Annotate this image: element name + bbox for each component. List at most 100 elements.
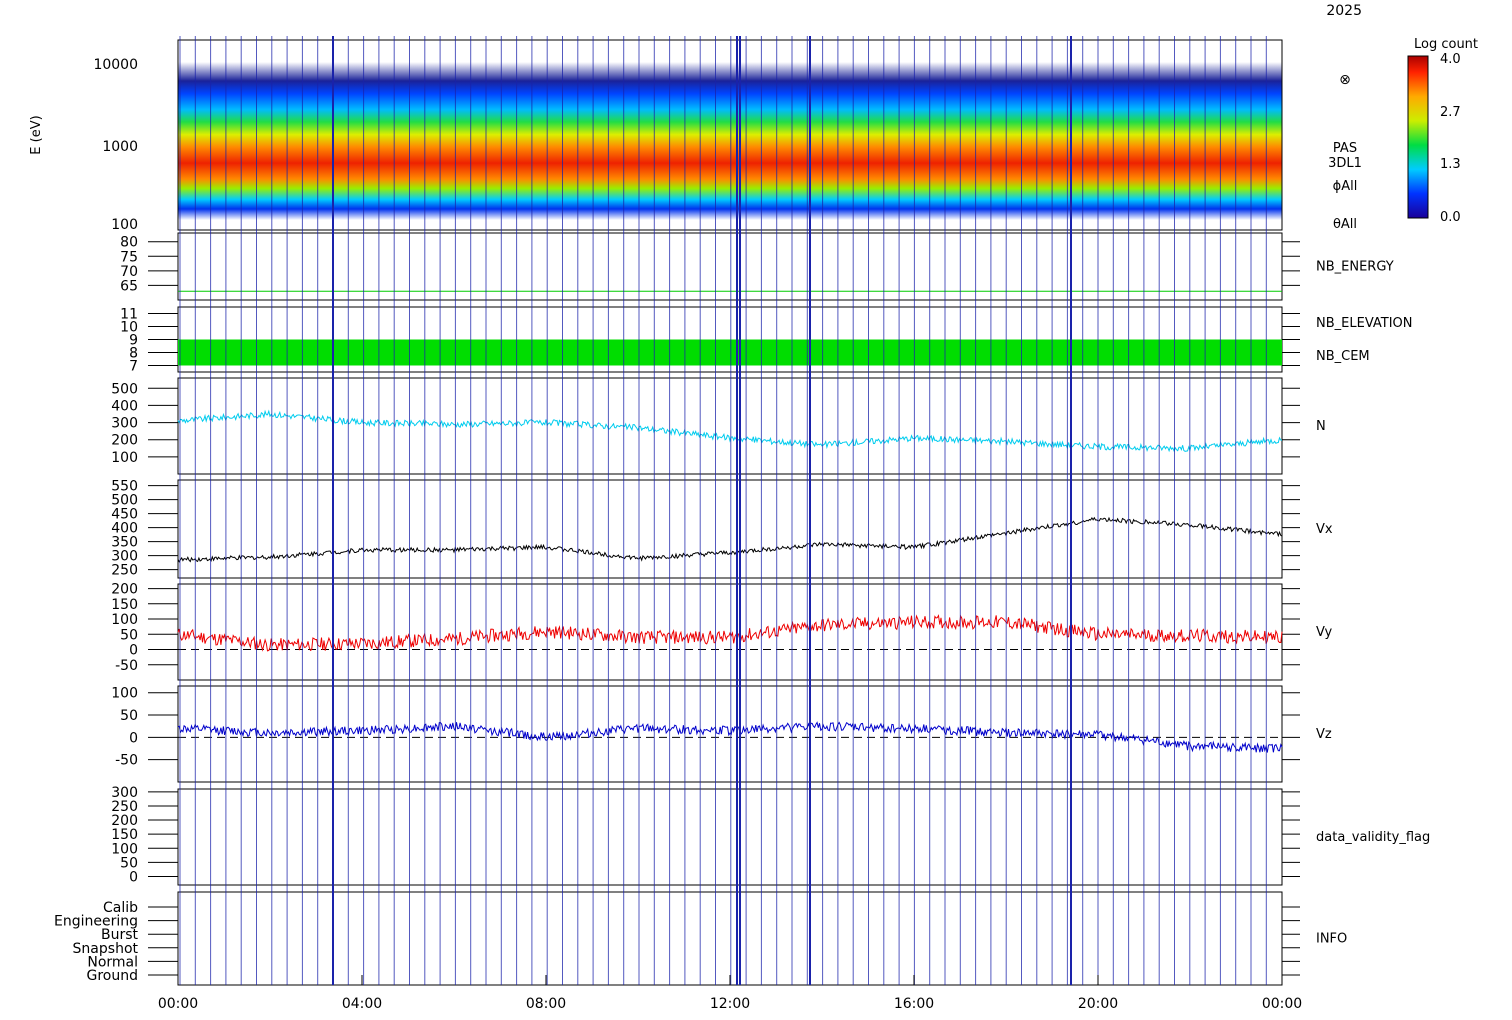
ytick-label: Normal xyxy=(87,954,138,970)
colorbar-tick-2: 1.3 xyxy=(1440,157,1461,172)
series-line-Vy xyxy=(177,614,1283,652)
ytick-label: 350 xyxy=(111,535,138,551)
ytick-label: 9 xyxy=(129,333,138,349)
ytick-label: 400 xyxy=(111,398,138,414)
ytick-label: Engineering xyxy=(54,914,138,930)
xtick-label: 12:00 xyxy=(710,996,750,1012)
ytick-label: 300 xyxy=(111,549,138,565)
spectrogram-ylabel: E (eV) xyxy=(29,115,44,154)
panel-info: CalibEngineeringBurstSnapshotNormalGroun… xyxy=(54,891,1347,986)
panel-frame xyxy=(177,788,1283,886)
series-line-N xyxy=(177,409,1283,453)
spec-label-2: ϕAll xyxy=(1333,179,1358,194)
xtick-label: 20:00 xyxy=(1078,996,1118,1012)
spec-label-0: PAS xyxy=(1333,141,1357,156)
ytick-label: 550 xyxy=(111,479,138,495)
colorbar: Log count 4.0 2.7 1.3 0.0 xyxy=(1407,37,1478,225)
panel-label-n: N xyxy=(1316,419,1326,434)
ytick-label: 50 xyxy=(120,627,138,643)
spec-ytick-1: 1000 xyxy=(102,139,138,155)
ytick-label: 80 xyxy=(120,235,138,251)
colorbar-scale xyxy=(1407,55,1429,219)
panel-vz: 100 50 0 -50 Vz xyxy=(111,685,1332,783)
panel-frame xyxy=(177,377,1283,475)
ytick-label: 65 xyxy=(120,278,138,294)
xtick-label: 08:00 xyxy=(526,996,566,1012)
ytick-label: 450 xyxy=(111,507,138,523)
panel-frame xyxy=(177,685,1283,783)
ytick-label: 10 xyxy=(120,320,138,336)
ytick-label: 100 xyxy=(111,450,138,466)
spec-label-3: θAll xyxy=(1333,217,1357,232)
ytick-label: 100 xyxy=(111,686,138,702)
ytick-label: Snapshot xyxy=(73,941,139,957)
nb-elevation-band xyxy=(178,339,1282,366)
date-label: 2025 xyxy=(1326,3,1362,19)
ytick-label: -50 xyxy=(115,658,138,674)
spectrogram-image xyxy=(178,62,1282,220)
colorbar-tick-3: 0.0 xyxy=(1440,210,1461,225)
panel-label-vz: Vz xyxy=(1316,727,1332,742)
ytick-label: Calib xyxy=(103,900,138,916)
ytick-label: Ground xyxy=(87,968,139,984)
spectrogram-panel: E (eV) 10000 1000 100 ⊗ PAS 3DL1 ϕAll θA… xyxy=(29,39,1362,233)
colorbar-tick-1: 2.7 xyxy=(1440,105,1461,120)
panel-frame xyxy=(177,891,1283,986)
panel-frame xyxy=(177,479,1283,579)
ytick-label: 70 xyxy=(120,264,138,280)
spec-ytick-2: 100 xyxy=(111,217,138,233)
ytick-label: 400 xyxy=(111,521,138,537)
xtick-label: 00:00 xyxy=(158,996,198,1012)
x-axis: 00:00 04:00 08:00 12:00 16:00 20:00 00:00 xyxy=(158,975,1302,1012)
ytick-label: 100 xyxy=(111,841,138,857)
ytick-label: 75 xyxy=(120,249,138,265)
ytick-label: 300 xyxy=(111,785,138,801)
panel-label-vx: Vx xyxy=(1316,522,1333,537)
time-marker-lines xyxy=(179,36,1267,985)
spec-ytick-0: 10000 xyxy=(93,57,138,73)
ytick-label: 300 xyxy=(111,416,138,432)
ytick-label: 500 xyxy=(111,493,138,509)
ytick-label: 200 xyxy=(111,813,138,829)
panel-label2-nb_elev: NB_CEM xyxy=(1316,349,1370,364)
spec-label-1: 3DL1 xyxy=(1328,156,1362,171)
ytick-label: 0 xyxy=(129,730,138,746)
ytick-label: 250 xyxy=(111,563,138,579)
ytick-label: 100 xyxy=(111,612,138,628)
ytick-label: -50 xyxy=(115,753,138,769)
ytick-label: 8 xyxy=(129,346,138,362)
spec-symbol: ⊗ xyxy=(1339,72,1351,88)
xtick-label: 04:00 xyxy=(342,996,382,1012)
ytick-label: 0 xyxy=(129,643,138,659)
colorbar-title: Log count xyxy=(1414,37,1478,52)
panel-label-nb_elev: NB_ELEVATION xyxy=(1316,316,1413,331)
ytick-label: 150 xyxy=(111,597,138,613)
ytick-label: 200 xyxy=(111,582,138,598)
ytick-label: 50 xyxy=(120,708,138,724)
ytick-label: 500 xyxy=(111,381,138,397)
ytick-label: 7 xyxy=(129,359,138,375)
ytick-label: 11 xyxy=(120,307,138,323)
panel-label-info: INFO xyxy=(1316,932,1347,947)
ytick-label: 250 xyxy=(111,799,138,815)
panel-label-flag: data_validity_flag xyxy=(1316,830,1430,845)
panel-frame xyxy=(177,232,1283,301)
ytick-label: 50 xyxy=(120,855,138,871)
xtick-label: 16:00 xyxy=(894,996,934,1012)
colorbar-tick-0: 4.0 xyxy=(1440,52,1461,67)
panel-label-vy: Vy xyxy=(1316,625,1333,640)
ytick-label: 150 xyxy=(111,827,138,843)
xtick-label: 00:00 xyxy=(1262,996,1302,1012)
ytick-label: Burst xyxy=(101,927,139,943)
ytick-label: 0 xyxy=(129,870,138,886)
ytick-label: 200 xyxy=(111,433,138,449)
panel-label-nb_energy: NB_ENERGY xyxy=(1316,260,1394,275)
series-line-Vx xyxy=(177,516,1283,563)
